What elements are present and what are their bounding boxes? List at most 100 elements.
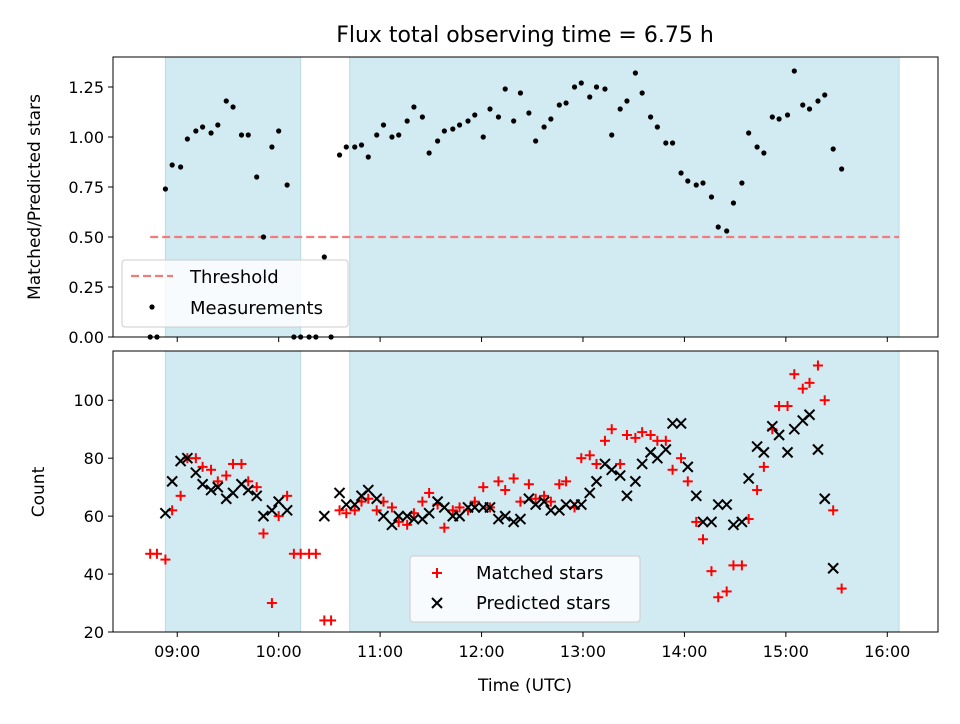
measurement-point [184, 136, 190, 142]
matched-star-point [206, 464, 217, 475]
predicted-star-point [736, 516, 748, 528]
chart-title: Flux total observing time = 6.75 h [336, 23, 714, 48]
matched-star-point [251, 482, 262, 493]
matched-star-point [469, 496, 480, 507]
predicted-star-point [205, 484, 217, 496]
predicted-star-point [773, 429, 785, 441]
observing-interval [349, 56, 900, 338]
matched-star-point [630, 432, 641, 443]
measurement-point [609, 132, 615, 138]
matched-star-point [371, 505, 382, 516]
matched-star-point [545, 496, 556, 507]
measurement-point [269, 144, 275, 150]
x-tick-label: 13:00 [560, 642, 606, 661]
measurement-point [685, 178, 691, 184]
predicted-star-point [257, 510, 270, 522]
measurement-point [806, 106, 813, 112]
measurement-point [358, 142, 365, 148]
measurement-point [396, 132, 402, 138]
predicted-star-point [371, 493, 383, 505]
matched-star-point [804, 377, 815, 388]
matched-star-point [212, 476, 223, 487]
measurement-point [548, 116, 554, 122]
measurement-point [654, 124, 660, 130]
measurement-point [200, 124, 206, 130]
x-tick-label: 16:00 [864, 642, 910, 661]
predicted-star-point [333, 487, 346, 499]
measurement-point [784, 112, 791, 118]
predicted-star-point [690, 490, 702, 502]
matched-star-point [341, 508, 352, 519]
matched-star-point [478, 482, 489, 493]
matched-star-point [424, 487, 435, 498]
predicted-star-point [349, 498, 361, 511]
matched-star-point [691, 516, 702, 527]
matched-star-point [789, 369, 800, 380]
matched-star-point [561, 476, 572, 487]
matched-star-point [447, 505, 458, 516]
measurement-point [284, 182, 290, 188]
matched-star-point [530, 493, 541, 504]
predicted-star-point [697, 516, 709, 528]
measurement-point [700, 180, 706, 186]
measurement-point [754, 144, 760, 150]
predicted-star-point [636, 458, 648, 470]
predicted-star-point [281, 504, 293, 517]
matched-star-point [637, 427, 648, 438]
measurement-point [374, 132, 380, 138]
measurement-point [162, 186, 169, 192]
threshold-legend-label: Threshold [189, 267, 279, 288]
measurement-point [495, 114, 502, 120]
predicted-star-point [469, 501, 481, 514]
matched-star-point [349, 505, 360, 516]
measurement-point [456, 122, 463, 128]
predicted-legend-marker [431, 597, 443, 609]
measurement-point [541, 124, 547, 130]
measurement-point [739, 180, 745, 186]
predicted-star-point [712, 498, 724, 511]
matched-star-point [266, 598, 277, 609]
matched-star-point [258, 528, 269, 539]
measurements-legend-label: Measurements [190, 298, 323, 319]
observing-interval [164, 350, 302, 633]
measurement-point [450, 126, 456, 132]
matched-star-point [797, 383, 808, 394]
measurement-point [480, 134, 486, 140]
matched-star-point [539, 490, 550, 501]
matched-star-point [493, 476, 504, 487]
y-tick-label: 1.25 [68, 78, 104, 97]
measurement-point [193, 128, 199, 134]
measurement-point [632, 70, 638, 76]
matched-star-point [439, 522, 450, 533]
predicted-star-point [675, 417, 687, 430]
predicted-star-point [720, 498, 733, 511]
matched-star-point [728, 560, 739, 571]
predicted-star-point [272, 495, 285, 508]
predicted-star-point [401, 510, 413, 522]
matched-legend-label: Matched stars [476, 563, 603, 584]
measurement-point [465, 118, 471, 124]
predicted-star-point [660, 443, 672, 456]
y-tick-label: 40 [84, 565, 104, 584]
measurement-point [472, 112, 478, 118]
measurement-point [761, 150, 767, 156]
measurement-point [321, 254, 327, 260]
measurement-point [276, 128, 282, 134]
matched-star-point [190, 453, 201, 464]
top-legend: Threshold Measurements [121, 259, 349, 328]
predicted-star-point [629, 475, 642, 488]
measurement-point [223, 98, 229, 104]
matched-star-point [500, 485, 511, 496]
predicted-star-point [742, 472, 755, 485]
y-tick-label: 0.25 [68, 278, 104, 297]
measurement-point [434, 138, 441, 144]
measurement-point [648, 114, 654, 120]
top-axes-frame [112, 56, 939, 338]
predicted-star-point [386, 519, 398, 531]
matched-legend-marker [432, 568, 442, 578]
matched-star-point [228, 458, 239, 469]
measurement-point [208, 130, 214, 136]
measurement-point [769, 114, 775, 120]
matched-star-point [295, 548, 306, 559]
matched-star-point [151, 548, 162, 559]
